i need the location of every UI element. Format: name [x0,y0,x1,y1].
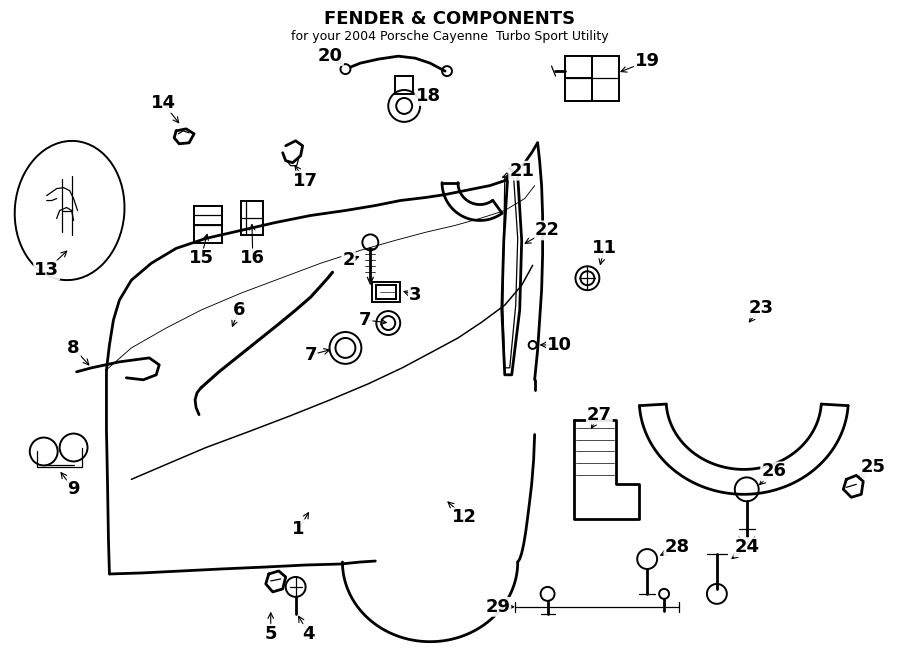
Text: 4: 4 [302,625,315,642]
Text: 8: 8 [68,339,80,357]
Text: 17: 17 [293,172,318,190]
Bar [194,206,222,243]
Text: 7: 7 [359,311,372,329]
Text: 20: 20 [318,47,343,65]
Text: 16: 16 [240,249,266,267]
Text: 7: 7 [304,346,317,364]
Bar [376,285,396,299]
Text: 2: 2 [342,251,355,269]
Text: 15: 15 [189,249,213,267]
Text: 18: 18 [416,87,441,105]
Text: 6: 6 [232,301,245,319]
Text: 25: 25 [860,459,886,477]
Text: 3: 3 [409,286,421,304]
Text: 23: 23 [748,299,773,317]
Text: FENDER & COMPONENTS: FENDER & COMPONENTS [324,11,576,28]
Text: 21: 21 [509,162,535,180]
Text: 11: 11 [592,239,617,257]
Bar [373,282,400,302]
Text: 12: 12 [453,508,477,526]
Text: 1: 1 [292,520,305,538]
Text: 29: 29 [485,598,510,616]
Bar [395,76,413,94]
Circle shape [340,64,350,74]
Text: 27: 27 [587,406,612,424]
Text: 9: 9 [68,481,80,498]
Text: 13: 13 [34,261,59,279]
Bar [564,56,592,78]
Text: 28: 28 [664,538,689,556]
Bar [564,56,592,101]
Text: 26: 26 [761,463,786,481]
Text: 10: 10 [547,336,572,354]
Text: 19: 19 [634,52,660,70]
Text: 14: 14 [150,94,176,112]
Bar [241,200,263,235]
Bar [194,206,222,225]
Text: 24: 24 [734,538,760,556]
Text: 22: 22 [536,221,560,239]
Bar [564,56,619,101]
Text: 5: 5 [265,625,277,642]
Text: for your 2004 Porsche Cayenne  Turbo Sport Utility: for your 2004 Porsche Cayenne Turbo Spor… [292,30,608,43]
